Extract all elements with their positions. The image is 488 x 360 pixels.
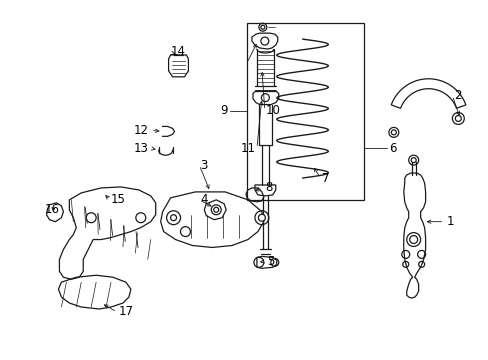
Text: 7: 7: [322, 171, 329, 185]
Text: 14: 14: [170, 45, 185, 58]
Text: 1: 1: [446, 215, 453, 228]
Circle shape: [390, 130, 395, 135]
Circle shape: [170, 215, 176, 221]
Text: 8: 8: [264, 181, 272, 194]
Text: 13: 13: [134, 142, 148, 155]
Circle shape: [213, 207, 218, 212]
Text: 3: 3: [200, 159, 207, 172]
Text: 16: 16: [44, 203, 60, 216]
Circle shape: [260, 25, 264, 29]
Text: 11: 11: [241, 142, 255, 155]
Text: 12: 12: [134, 124, 148, 137]
Bar: [246, 23, 364, 200]
Text: 9: 9: [220, 104, 228, 117]
Text: 2: 2: [453, 89, 461, 102]
Circle shape: [258, 214, 265, 221]
Text: 15: 15: [111, 193, 125, 206]
Circle shape: [454, 116, 460, 121]
Text: 10: 10: [265, 104, 280, 117]
Text: 6: 6: [388, 142, 396, 155]
Text: 17: 17: [119, 306, 134, 319]
Circle shape: [410, 158, 415, 163]
Text: 4: 4: [200, 193, 207, 206]
Text: 5: 5: [266, 255, 274, 268]
